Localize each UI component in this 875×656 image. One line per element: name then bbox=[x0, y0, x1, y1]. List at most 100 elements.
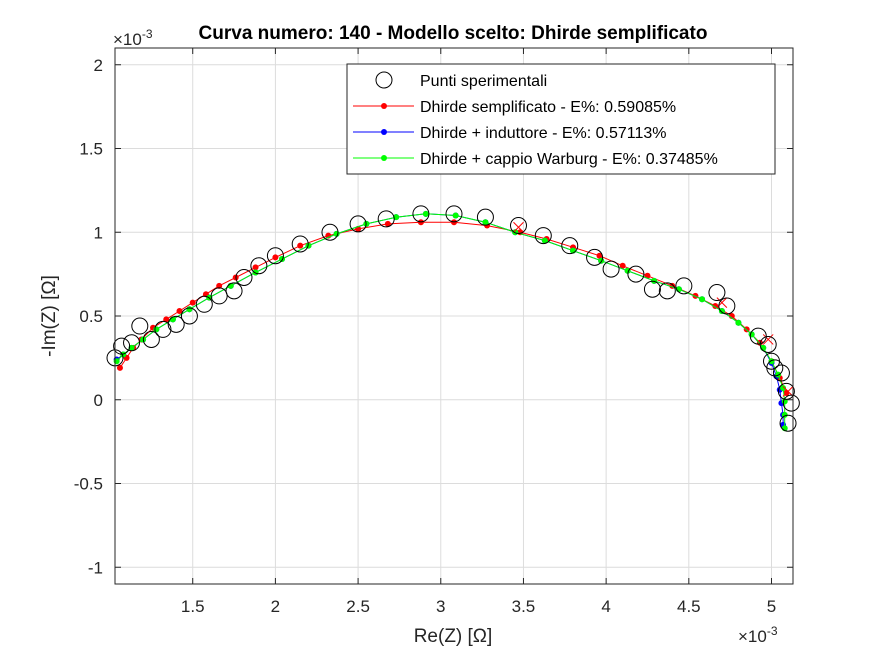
experimental-point bbox=[154, 320, 172, 338]
x-tick-label: 4 bbox=[601, 597, 610, 616]
experimental-point bbox=[225, 282, 243, 300]
experimental-point bbox=[766, 359, 784, 377]
data-point bbox=[116, 364, 123, 371]
data-point bbox=[619, 262, 626, 269]
y-tick-label: -0.5 bbox=[74, 475, 103, 494]
x-tick-label: 3 bbox=[436, 597, 445, 616]
experimental-point bbox=[534, 227, 552, 245]
experimental-point bbox=[266, 247, 284, 265]
data-point bbox=[735, 319, 742, 326]
experimental-point bbox=[445, 205, 463, 223]
x-exponent-label: ×10-3 bbox=[738, 624, 778, 646]
experimental-point bbox=[586, 248, 604, 266]
experimental-points bbox=[106, 205, 800, 432]
experimental-point bbox=[235, 268, 253, 286]
x-tick-label: 5 bbox=[767, 597, 776, 616]
y-tick-label: 0 bbox=[94, 391, 103, 410]
x-marker bbox=[513, 221, 524, 233]
experimental-point bbox=[759, 335, 777, 353]
experimental-point bbox=[113, 337, 131, 355]
legend-marker bbox=[381, 103, 387, 109]
y-exponent-label: ×10-3 bbox=[113, 27, 153, 49]
experimental-point bbox=[643, 280, 661, 298]
y-tick-label: 1.5 bbox=[79, 140, 103, 159]
legend: Punti sperimentali Dhirde semplificato - … bbox=[346, 63, 776, 175]
data-point bbox=[598, 257, 605, 264]
x-tick-label: 2 bbox=[271, 597, 280, 616]
experimental-point bbox=[291, 235, 309, 253]
experimental-point bbox=[658, 282, 676, 300]
legend-box bbox=[346, 63, 776, 175]
experimental-point bbox=[772, 364, 790, 382]
data-point bbox=[775, 371, 782, 378]
data-point bbox=[176, 307, 183, 314]
experimental-point bbox=[782, 394, 800, 412]
chart-title: Curva numero: 140 - Modello scelto: Dhir… bbox=[199, 23, 708, 44]
experimental-point bbox=[708, 284, 726, 302]
experimental-point bbox=[561, 237, 579, 255]
x-marker bbox=[762, 334, 774, 345]
legend-label: Dhirde + cappio Warburg - E%: 0.37485% bbox=[420, 151, 718, 168]
experimental-point bbox=[476, 208, 494, 226]
data-point bbox=[768, 358, 775, 365]
experimental-point bbox=[180, 307, 198, 325]
series-layer bbox=[106, 205, 800, 432]
y-axis-label: -Im(Z) [Ω] bbox=[39, 275, 60, 357]
data-point bbox=[718, 307, 725, 314]
legend-marker bbox=[381, 129, 387, 135]
experimental-point bbox=[131, 317, 149, 335]
legend-marker bbox=[381, 155, 387, 161]
experimental-point bbox=[749, 327, 767, 345]
data-point bbox=[252, 264, 259, 271]
data-point bbox=[163, 316, 170, 323]
data-point bbox=[541, 237, 548, 244]
data-point bbox=[422, 210, 429, 217]
experimental-point bbox=[718, 297, 736, 315]
x-tick-label: 3.5 bbox=[512, 597, 536, 616]
legend-item: Dhirde + cappio Warburg - E%: 0.37485% bbox=[353, 151, 718, 168]
experimental-point bbox=[250, 257, 268, 275]
x-axis-label: Re(Z) [Ω] bbox=[414, 626, 493, 647]
legend-item: Dhirde semplificato - E%: 0.59085% bbox=[353, 99, 676, 116]
experimental-point bbox=[142, 330, 160, 348]
legend-marker bbox=[375, 71, 393, 89]
experimental-point bbox=[377, 210, 395, 228]
experimental-point bbox=[167, 315, 185, 333]
experimental-point bbox=[321, 223, 339, 241]
data-point bbox=[596, 252, 603, 259]
data-point bbox=[452, 212, 459, 219]
experimental-point bbox=[509, 217, 527, 235]
y-tick-label: 1 bbox=[94, 223, 103, 242]
y-axis-ticks: -1 -0.5 0 0.5 1 1.5 2 bbox=[74, 56, 793, 577]
legend-item: Punti sperimentali bbox=[375, 71, 547, 90]
legend-label: Dhirde semplificato - E%: 0.59085% bbox=[420, 99, 676, 116]
y-tick-label: -1 bbox=[88, 558, 103, 577]
data-point bbox=[297, 242, 304, 249]
experimental-point bbox=[777, 382, 795, 400]
data-point bbox=[186, 306, 193, 313]
data-point bbox=[189, 299, 196, 306]
x-axis-ticks: 1.5 2 2.5 3 3.5 4 4.5 5 bbox=[181, 48, 776, 616]
data-point bbox=[699, 296, 706, 303]
legend-label: Punti sperimentali bbox=[420, 73, 547, 90]
data-point bbox=[252, 269, 259, 276]
experimental-point bbox=[349, 215, 367, 233]
data-point bbox=[279, 256, 286, 263]
data-point bbox=[272, 254, 279, 261]
experimental-point bbox=[627, 265, 645, 283]
y-tick-label: 2 bbox=[94, 56, 103, 75]
data-point bbox=[384, 220, 391, 227]
data-point bbox=[216, 282, 223, 289]
legend-item: Dhirde + induttore - E%: 0.57113% bbox=[353, 125, 667, 142]
data-point bbox=[482, 219, 489, 226]
experimental-point bbox=[412, 205, 430, 223]
experimental-point bbox=[602, 260, 620, 278]
experimental-point bbox=[675, 277, 693, 295]
y-tick-label: 0.5 bbox=[79, 307, 103, 326]
x-tick-label: 4.5 bbox=[677, 597, 701, 616]
experimental-point bbox=[210, 287, 228, 305]
x-tick-label: 2.5 bbox=[346, 597, 370, 616]
experimental-point bbox=[195, 295, 213, 313]
legend-label: Dhirde + induttore - E%: 0.57113% bbox=[420, 125, 667, 142]
